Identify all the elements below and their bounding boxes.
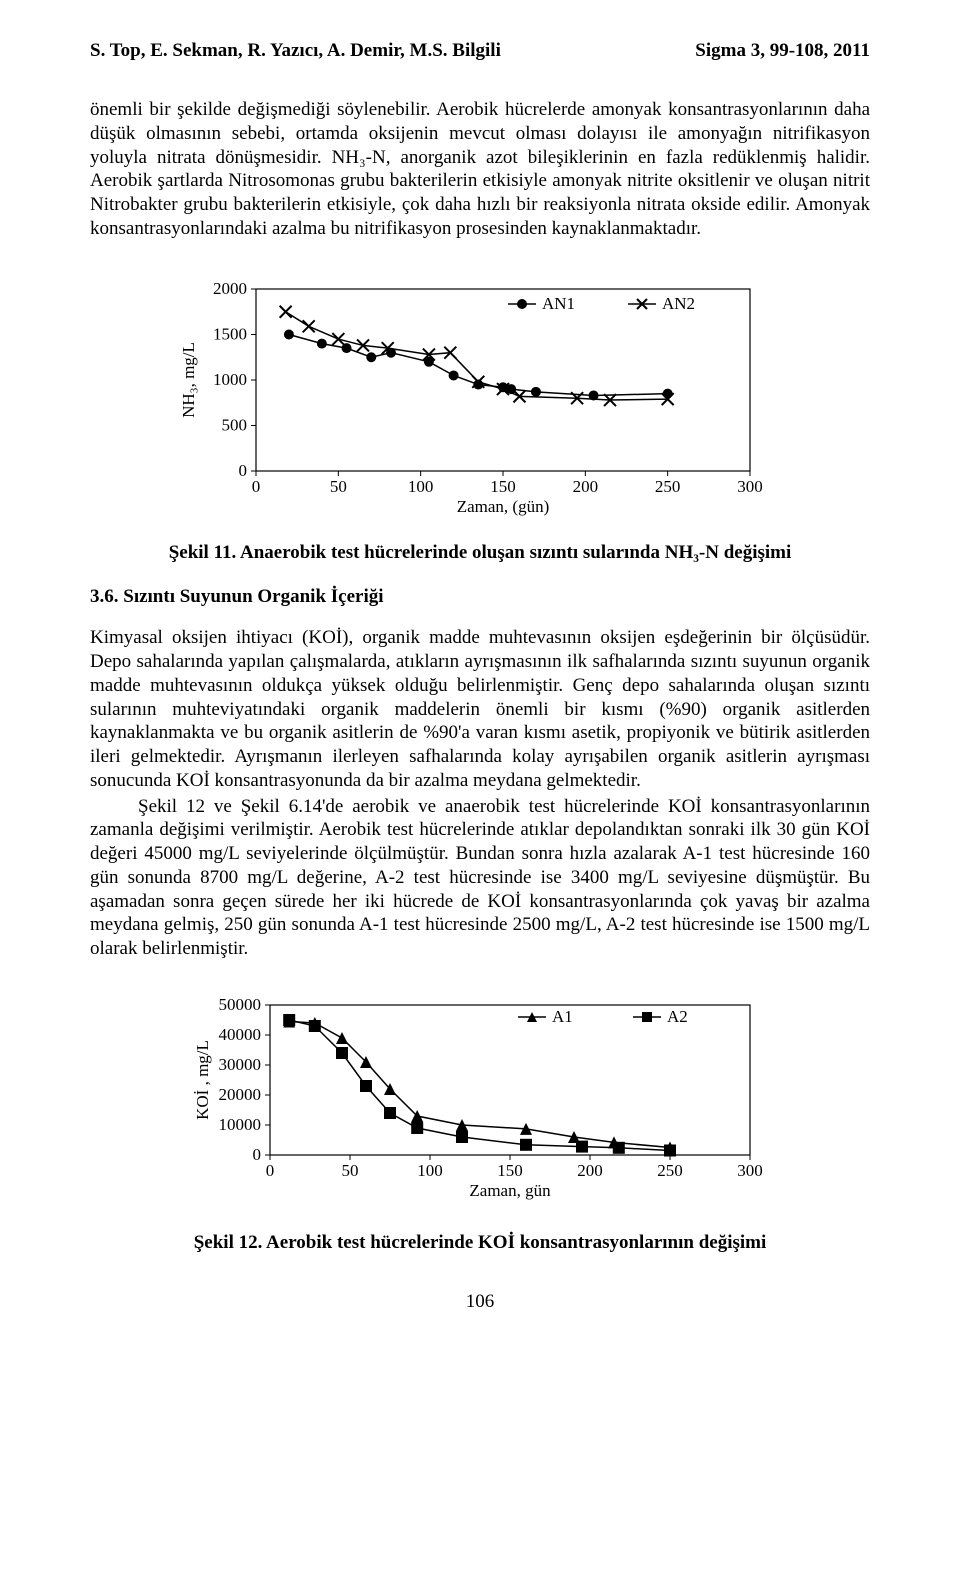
svg-text:250: 250 <box>655 477 681 496</box>
svg-text:NH₃, mg/L: NH₃, mg/L <box>179 342 198 418</box>
svg-text:A2: A2 <box>667 1007 688 1026</box>
svg-text:10000: 10000 <box>219 1115 262 1134</box>
svg-text:0: 0 <box>253 1145 262 1164</box>
svg-text:250: 250 <box>657 1161 683 1180</box>
section-3-6-heading: 3.6. Sızıntı Suyunun Organik İçeriği <box>90 586 870 608</box>
figure-12-caption: Şekil 12. Aerobik test hücrelerinde KOİ … <box>130 1231 830 1255</box>
svg-text:1000: 1000 <box>213 370 247 389</box>
header-right: Sigma 3, 99-108, 2011 <box>695 40 870 62</box>
svg-text:AN1: AN1 <box>542 294 575 313</box>
svg-text:50: 50 <box>330 477 347 496</box>
svg-text:2000: 2000 <box>213 279 247 298</box>
svg-text:100: 100 <box>408 477 434 496</box>
svg-text:200: 200 <box>577 1161 603 1180</box>
svg-text:150: 150 <box>490 477 516 496</box>
svg-text:200: 200 <box>573 477 599 496</box>
svg-text:300: 300 <box>737 1161 763 1180</box>
svg-text:1500: 1500 <box>213 324 247 343</box>
svg-text:KOİ , mg/L: KOİ , mg/L <box>193 1040 212 1120</box>
svg-text:150: 150 <box>497 1161 523 1180</box>
paragraph-2: Kimyasal oksijen ihtiyacı (KOİ), organik… <box>90 626 870 792</box>
svg-text:500: 500 <box>222 415 248 434</box>
paragraph-1: önemli bir şekilde değişmediği söylenebi… <box>90 98 870 241</box>
page-header: S. Top, E. Sekman, R. Yazıcı, A. Demir, … <box>90 40 870 62</box>
svg-text:20000: 20000 <box>219 1085 262 1104</box>
svg-text:300: 300 <box>737 477 763 496</box>
svg-text:50: 50 <box>342 1161 359 1180</box>
paragraph-3: Şekil 12 ve Şekil 6.14'de aerobik ve ana… <box>90 795 870 961</box>
svg-text:Zaman, gün: Zaman, gün <box>469 1181 551 1200</box>
figure-12-chart: 0 10000 20000 30000 40000 50000 0 50 100 150 200 25… <box>170 991 790 1221</box>
svg-text:Zaman, (gün): Zaman, (gün) <box>457 497 550 516</box>
figure-11-caption: Şekil 11. Anaerobik test hücrelerinde ol… <box>130 541 830 565</box>
page-number: 106 <box>90 1291 870 1313</box>
svg-text:30000: 30000 <box>219 1055 262 1074</box>
svg-text:40000: 40000 <box>219 1025 262 1044</box>
header-left: S. Top, E. Sekman, R. Yazıcı, A. Demir, … <box>90 40 501 62</box>
svg-text:A1: A1 <box>552 1007 573 1026</box>
figure-11-chart: 0 500 1000 1500 2000 0 50 100 150 200 250 300 Zaman,… <box>170 271 790 531</box>
svg-text:50000: 50000 <box>219 995 262 1014</box>
svg-text:0: 0 <box>266 1161 275 1180</box>
svg-text:AN2: AN2 <box>662 294 695 313</box>
svg-text:100: 100 <box>417 1161 443 1180</box>
svg-text:0: 0 <box>252 477 261 496</box>
svg-text:0: 0 <box>239 461 248 480</box>
